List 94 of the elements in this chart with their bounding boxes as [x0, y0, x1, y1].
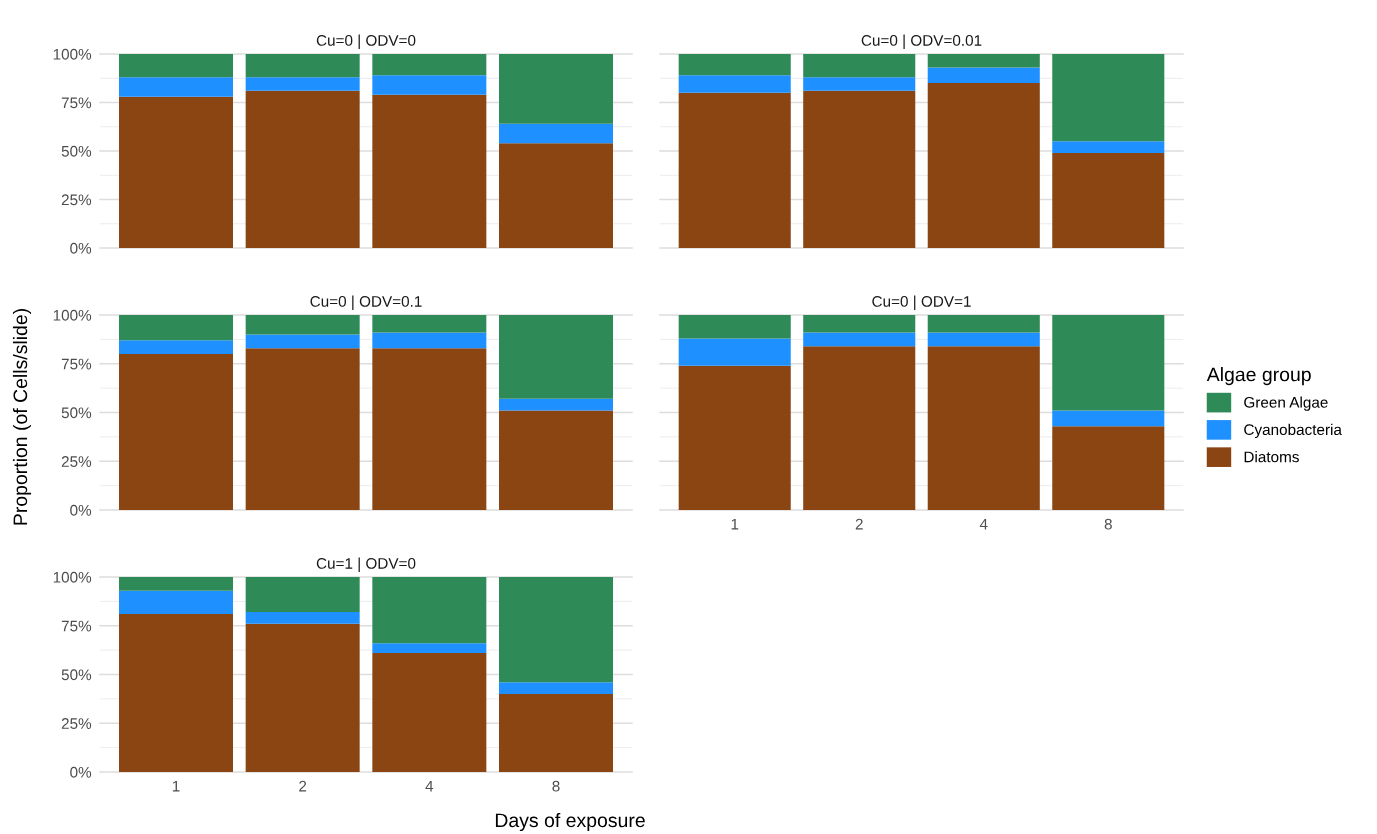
- bar: [372, 75, 487, 95]
- y-tick-label: 100%: [53, 571, 92, 583]
- bar: [803, 77, 916, 91]
- chart-title: Cu=0 | ODV=0.01: [861, 34, 982, 49]
- bar: [803, 315, 916, 333]
- chart-title: Cu=0 | ODV=1: [872, 295, 971, 310]
- y-tick-label: 25%: [61, 456, 92, 467]
- y-tick-label: 50%: [61, 669, 92, 681]
- y-tick-label: 0%: [70, 242, 92, 254]
- bar: [499, 123, 613, 144]
- x-tick-label: 8: [1104, 518, 1112, 530]
- bar: [499, 577, 613, 683]
- bar: [1052, 426, 1165, 510]
- bar: [372, 94, 487, 248]
- y-tick-label: 0%: [70, 766, 92, 778]
- bar: [927, 315, 1040, 333]
- y-tick-label: 50%: [61, 407, 92, 419]
- bar: [119, 315, 233, 341]
- bar: [372, 643, 487, 654]
- bar: [245, 334, 360, 349]
- bar: [803, 54, 916, 78]
- bar: [1052, 54, 1165, 142]
- bar: [499, 54, 613, 124]
- bar: [245, 623, 360, 772]
- bar: [927, 332, 1040, 347]
- legend-label: Diatoms: [1244, 451, 1299, 463]
- chart-title: Cu=0 | ODV=0.1: [310, 295, 422, 310]
- bar: [372, 348, 487, 510]
- bar: [245, 77, 360, 91]
- bar: [119, 354, 233, 510]
- bar: [119, 96, 233, 248]
- bar: [372, 332, 487, 349]
- bar: [119, 590, 233, 615]
- y-tick-label: 75%: [61, 358, 92, 370]
- bar: [372, 577, 487, 644]
- bar: [245, 315, 360, 335]
- legend-label: Green Algae: [1244, 396, 1328, 411]
- legend-title: Algae group: [1206, 367, 1311, 386]
- bar: [678, 315, 791, 339]
- y-tick-label: 100%: [53, 309, 92, 321]
- bar: [499, 682, 613, 694]
- bar: [499, 143, 613, 248]
- bar: [678, 54, 791, 76]
- bar: [119, 54, 233, 78]
- y-tick-label: 50%: [61, 145, 92, 157]
- bar: [803, 346, 916, 510]
- y-tick-label: 25%: [61, 194, 92, 206]
- x-axis-title: Days of exposure: [495, 812, 645, 832]
- bar: [927, 346, 1040, 510]
- x-tick-label: 1: [172, 780, 180, 792]
- bar: [678, 365, 791, 510]
- bar: [245, 54, 360, 78]
- x-tick-label: 4: [979, 518, 988, 530]
- x-tick-label: 4: [425, 780, 434, 792]
- y-tick-label: 100%: [53, 48, 92, 60]
- legend-label: Cyanobacteria: [1244, 423, 1342, 439]
- x-tick-label: 2: [855, 518, 863, 530]
- bar: [119, 577, 233, 591]
- bar: [499, 694, 613, 772]
- bar: [678, 92, 791, 248]
- y-axis-title: Proportion (of Cells/slide): [12, 309, 32, 525]
- bar: [678, 338, 791, 366]
- y-tick-label: 75%: [61, 97, 92, 109]
- bar: [372, 315, 487, 333]
- bar: [119, 77, 233, 97]
- y-tick-label: 25%: [61, 718, 92, 729]
- chart-title: Cu=0 | ODV=0: [316, 34, 416, 49]
- bar: [927, 83, 1040, 248]
- x-tick-label: 1: [731, 518, 739, 530]
- bar: [1052, 410, 1165, 427]
- x-tick-label: 2: [299, 780, 307, 792]
- bar: [372, 653, 487, 772]
- x-tick-label: 8: [552, 780, 560, 792]
- bar: [245, 612, 360, 624]
- bar: [245, 90, 360, 248]
- bar: [119, 614, 233, 772]
- bar: [678, 75, 791, 93]
- bar: [499, 398, 613, 411]
- bar: [1052, 152, 1165, 248]
- bar: [927, 67, 1040, 84]
- bar: [245, 577, 360, 613]
- bar: [1052, 315, 1165, 411]
- bar: [119, 340, 233, 354]
- y-tick-label: 75%: [61, 620, 92, 632]
- bar: [927, 54, 1040, 68]
- y-tick-label: 0%: [70, 504, 92, 516]
- bar: [372, 54, 487, 76]
- bar: [1052, 141, 1165, 153]
- bar: [803, 90, 916, 248]
- bar: [803, 332, 916, 347]
- bar: [245, 348, 360, 510]
- bar: [499, 315, 613, 399]
- bar: [499, 410, 613, 510]
- chart-title: Cu=1 | ODV=0: [316, 557, 416, 572]
